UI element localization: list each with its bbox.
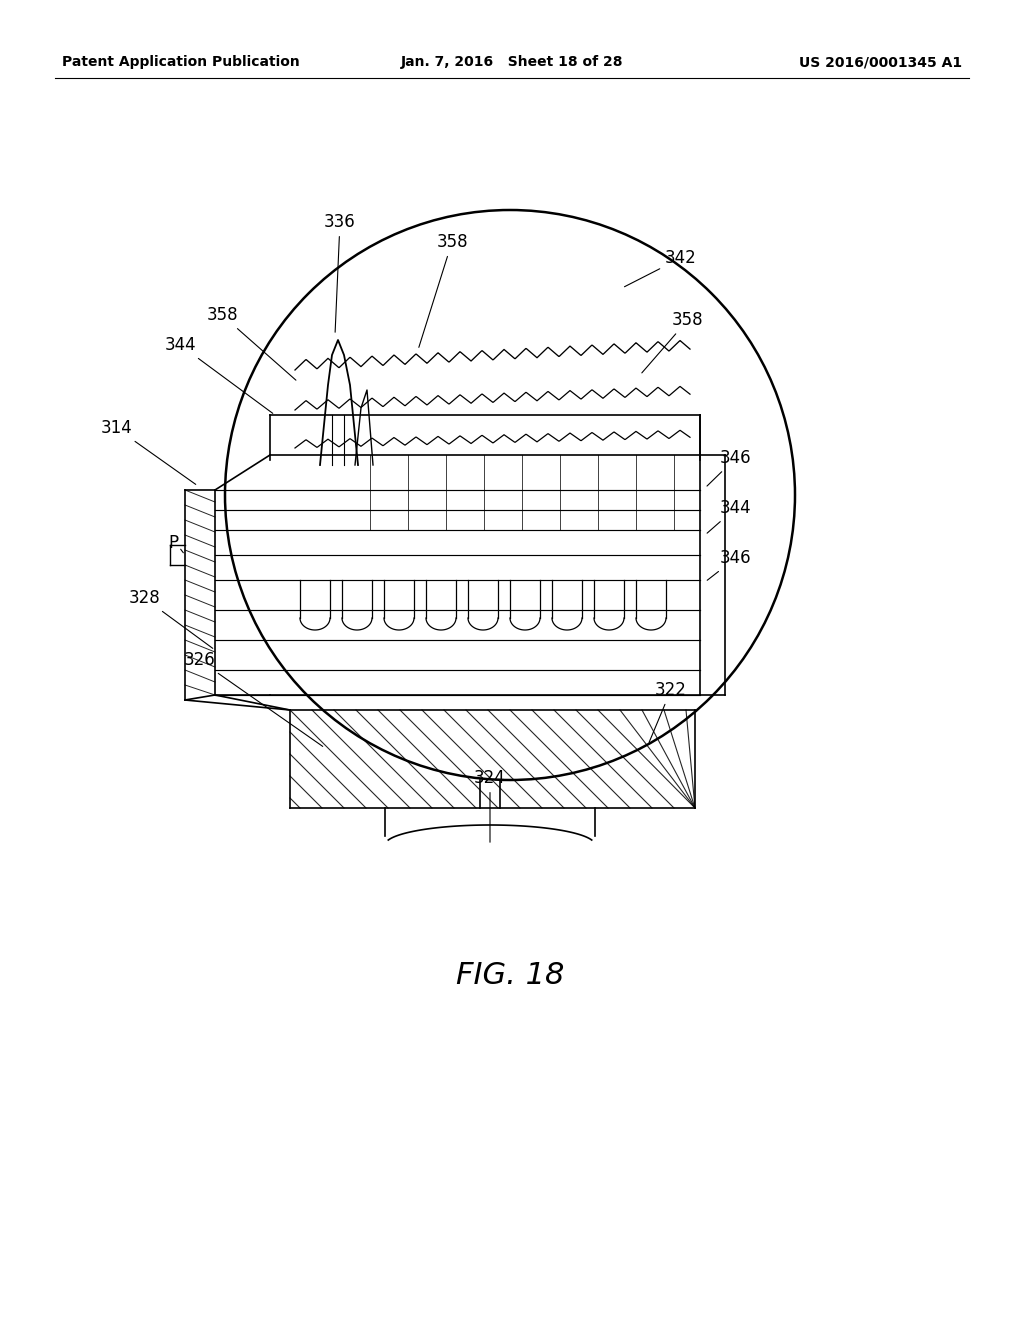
Text: 314: 314 (100, 418, 196, 484)
Text: 326: 326 (183, 651, 323, 746)
Text: 324: 324 (474, 770, 506, 842)
Text: 328: 328 (128, 589, 213, 648)
Text: P: P (168, 535, 178, 552)
Text: 344: 344 (708, 499, 752, 533)
Text: 346: 346 (707, 449, 752, 486)
Text: 358: 358 (206, 306, 296, 380)
Text: 358: 358 (419, 234, 468, 347)
Text: 336: 336 (325, 213, 356, 333)
Text: 358: 358 (642, 312, 703, 374)
Text: 344: 344 (165, 337, 272, 413)
Text: Jan. 7, 2016   Sheet 18 of 28: Jan. 7, 2016 Sheet 18 of 28 (400, 55, 624, 69)
Text: 322: 322 (649, 681, 687, 742)
Text: 342: 342 (625, 249, 696, 286)
Text: FIG. 18: FIG. 18 (456, 961, 564, 990)
Text: Patent Application Publication: Patent Application Publication (62, 55, 300, 69)
Text: US 2016/0001345 A1: US 2016/0001345 A1 (799, 55, 962, 69)
Text: 346: 346 (708, 549, 752, 581)
